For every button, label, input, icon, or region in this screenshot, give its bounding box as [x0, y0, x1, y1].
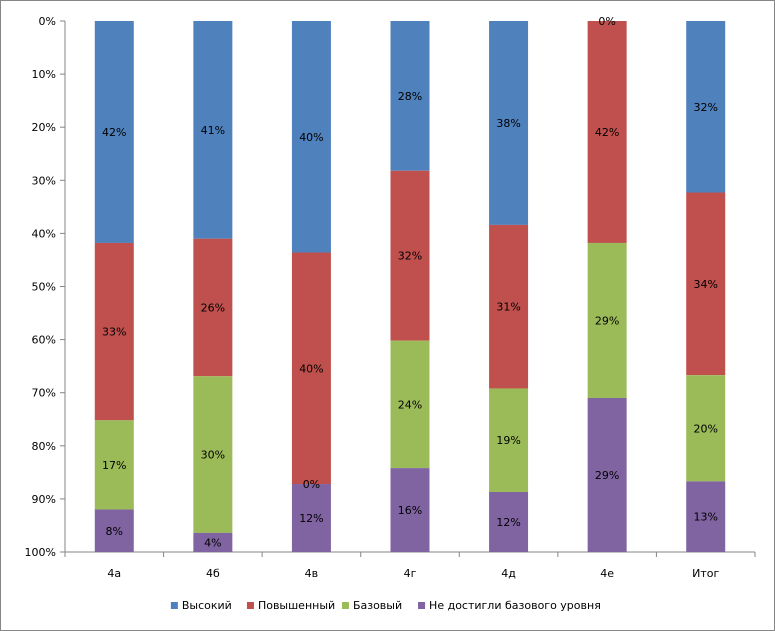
y-tick-label: 60%: [32, 334, 56, 347]
legend-label: Высокий: [182, 599, 232, 612]
bar-segment: [489, 224, 529, 389]
data-label: 33%: [102, 326, 126, 339]
y-tick-label: 40%: [32, 227, 56, 240]
bar-segment: [390, 340, 430, 469]
bar-segment: [587, 398, 627, 552]
data-label: 32%: [398, 250, 422, 263]
data-label: 31%: [496, 301, 520, 314]
data-label: 12%: [299, 512, 323, 525]
y-tick-label: 10%: [32, 68, 56, 81]
legend: Высокий Повышенный Базовый Не достигли базо…: [170, 599, 601, 612]
data-label: 42%: [595, 126, 619, 139]
bar-segment: [489, 491, 529, 552]
data-label: 20%: [693, 422, 717, 435]
bar-segment: [94, 509, 134, 552]
bar-segment: [390, 468, 430, 552]
data-label: 26%: [201, 301, 225, 314]
x-tick-label: 4в: [305, 567, 318, 580]
bar-segment: [193, 532, 233, 552]
bar-segment: [193, 376, 233, 533]
bar-segment: [291, 484, 331, 552]
y-tick-label: 20%: [32, 121, 56, 134]
bar-segment: [94, 21, 134, 243]
data-label: 16%: [398, 504, 422, 517]
bar-segment: [390, 21, 430, 171]
legend-label: Повышенный: [258, 599, 335, 612]
legend-label: Базовый: [353, 599, 402, 612]
bar-segment: [291, 21, 331, 253]
y-tick-label: 90%: [32, 493, 56, 506]
legend-swatch: [170, 602, 178, 609]
data-label: 0%: [303, 478, 320, 491]
bar-segment: [686, 481, 726, 552]
y-tick-label: 70%: [32, 387, 56, 400]
data-label: 34%: [693, 278, 717, 291]
data-label: 4%: [204, 536, 221, 549]
data-label: 42%: [102, 126, 126, 139]
y-tick-label: 0%: [39, 15, 56, 28]
bar-segment: [686, 21, 726, 193]
bar-segment: [489, 388, 529, 492]
data-label: 17%: [102, 459, 126, 472]
axes: 0% 10% 20% 30% 40% 50% 60% 70% 80% 90% 100% 4а 4б 4в 4…: [25, 15, 756, 580]
data-label: 24%: [398, 398, 422, 411]
bars: [94, 21, 726, 552]
x-tick-label: 4г: [404, 567, 417, 580]
bar-segment: [390, 170, 430, 341]
y-tick-label: 80%: [32, 440, 56, 453]
data-label: 19%: [496, 434, 520, 447]
legend-swatch: [341, 602, 349, 609]
data-label: 29%: [595, 314, 619, 327]
y-tick-label: 50%: [32, 281, 56, 294]
x-tick-label: 4д: [501, 567, 516, 580]
x-tick-label: 4е: [600, 567, 614, 580]
y-tick-label: 100%: [25, 546, 56, 559]
data-label: 32%: [693, 101, 717, 114]
bar-segment: [193, 238, 233, 377]
legend-label: Не достигли базового уровня: [429, 599, 601, 612]
legend-swatch: [246, 602, 254, 609]
x-tick-label: Итог: [692, 567, 719, 580]
x-tick-label: 4а: [107, 567, 121, 580]
data-label: 29%: [595, 469, 619, 482]
data-label: 40%: [299, 131, 323, 144]
bar-segment: [686, 375, 726, 482]
data-label: 41%: [201, 124, 225, 137]
legend-swatch: [418, 602, 426, 609]
data-label: 28%: [398, 90, 422, 103]
bar-segment: [587, 21, 627, 243]
bar-segment: [193, 21, 233, 239]
data-label: 30%: [201, 449, 225, 462]
data-label: 8%: [106, 525, 123, 538]
data-label: 12%: [496, 516, 520, 529]
bar-segment: [587, 242, 627, 399]
bar-segment: [94, 242, 134, 421]
data-label: 0%: [598, 15, 615, 28]
data-label: 40%: [299, 362, 323, 375]
data-labels: 42% 33% 17% 8% 41% 26% 30% 4% 40% 40% 0% 12% 28% 32% 2…: [102, 15, 718, 549]
data-label: 13%: [693, 511, 717, 524]
bar-segment: [489, 21, 529, 225]
bar-segment: [291, 252, 331, 485]
bar-segment: [94, 420, 134, 510]
y-tick-label: 30%: [32, 174, 56, 187]
bar-segment: [686, 192, 726, 376]
x-tick-label: 4б: [206, 567, 220, 580]
data-label: 38%: [496, 117, 520, 130]
